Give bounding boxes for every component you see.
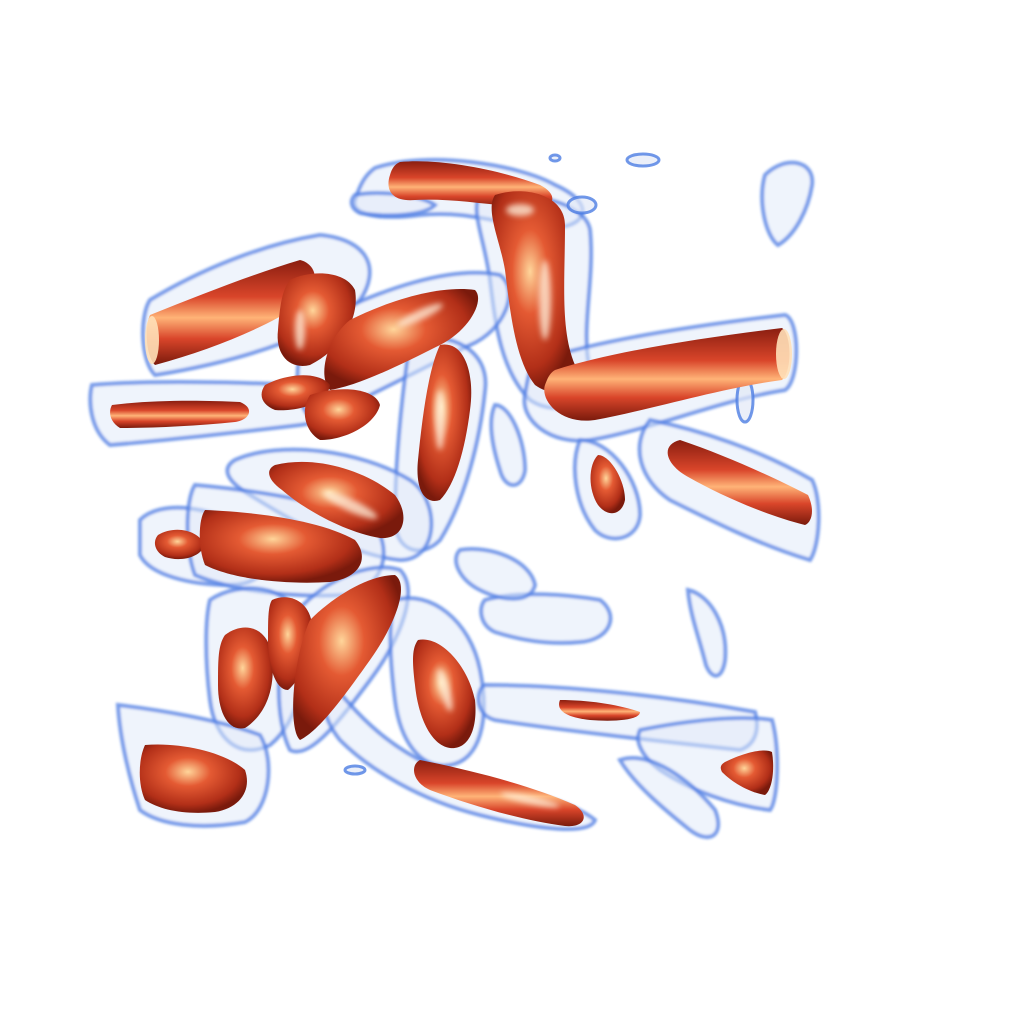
outer-shell	[479, 592, 613, 645]
highlight	[295, 310, 305, 350]
inner-core	[414, 760, 584, 827]
outer-shell	[760, 160, 815, 248]
outer-speck	[343, 764, 367, 776]
inner-core	[667, 440, 812, 525]
inner-core	[110, 400, 250, 428]
inner-isosurface-layer	[110, 161, 812, 827]
inner-core-cap	[776, 329, 792, 379]
highlight	[322, 491, 378, 519]
inner-core	[304, 389, 380, 440]
inner-core	[559, 700, 640, 721]
inner-core	[491, 191, 577, 393]
inner-core	[154, 529, 205, 560]
inner-core	[146, 260, 315, 365]
outer-shell	[454, 547, 538, 601]
inner-core	[720, 750, 774, 795]
highlight	[435, 390, 445, 450]
inner-core	[139, 744, 247, 813]
highlight	[437, 668, 453, 712]
inner-core-cap	[145, 316, 159, 364]
highlight	[506, 204, 534, 216]
highlight	[397, 303, 443, 327]
outer-shell	[489, 402, 528, 487]
outer-speck	[548, 153, 562, 163]
inner-core	[199, 510, 362, 583]
inner-core	[590, 455, 625, 514]
highlight	[500, 792, 560, 808]
highlight	[539, 260, 551, 340]
inner-core	[324, 289, 479, 390]
outer-speck	[625, 152, 661, 168]
outer-speck	[566, 195, 598, 215]
outer-shell	[685, 587, 728, 678]
inner-core	[218, 627, 273, 729]
inner-core	[544, 328, 790, 421]
specular-highlights	[295, 204, 560, 808]
inner-core	[293, 575, 401, 740]
outer-shell	[616, 756, 721, 840]
